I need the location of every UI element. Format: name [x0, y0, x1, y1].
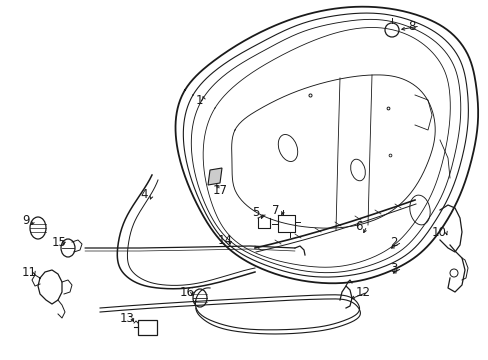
Text: 10: 10: [431, 225, 446, 238]
Text: 6: 6: [354, 220, 362, 233]
Text: 15: 15: [52, 235, 67, 248]
Text: 4: 4: [140, 189, 147, 202]
Polygon shape: [207, 168, 222, 185]
Text: 7: 7: [271, 203, 279, 216]
Text: 9: 9: [22, 213, 29, 226]
Text: 5: 5: [251, 206, 259, 219]
Text: 8: 8: [407, 19, 414, 32]
Text: 11: 11: [22, 266, 37, 279]
Text: 2: 2: [389, 235, 397, 248]
Text: 1: 1: [196, 94, 203, 107]
Text: 13: 13: [120, 311, 135, 324]
Text: 17: 17: [213, 184, 227, 197]
Text: 12: 12: [355, 285, 370, 298]
Text: 14: 14: [218, 234, 232, 247]
Text: 16: 16: [180, 285, 195, 298]
Text: 3: 3: [389, 261, 397, 274]
